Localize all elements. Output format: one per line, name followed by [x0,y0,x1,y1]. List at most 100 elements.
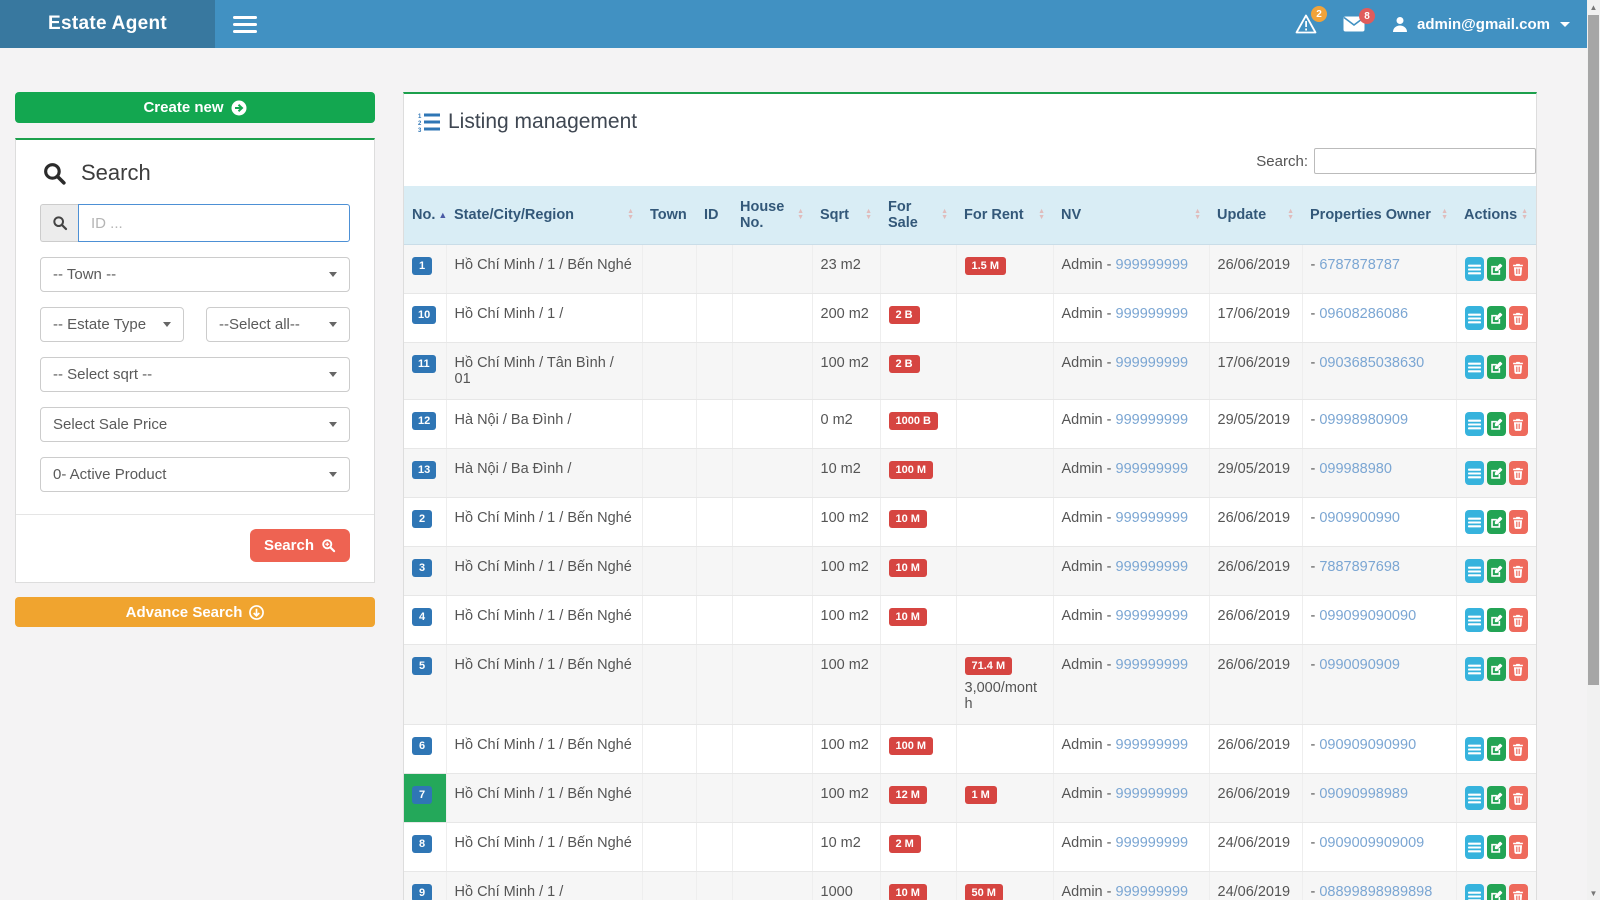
edit-button[interactable] [1487,355,1506,379]
view-details-button[interactable] [1465,608,1484,632]
delete-button[interactable] [1509,786,1528,810]
col-header-state-city-region[interactable]: State/City/Region▲▼ [446,186,642,245]
user-menu[interactable]: admin@gmail.com [1391,15,1570,33]
delete-button[interactable] [1509,835,1528,859]
col-header-for-rent[interactable]: For Rent▲▼ [956,186,1053,245]
nv-phone-link[interactable]: 999999999 [1116,355,1189,371]
owner-phone-link[interactable]: 7887897698 [1319,559,1400,575]
edit-button[interactable] [1487,559,1506,583]
col-header-actions[interactable]: Actions▲▼ [1456,186,1536,245]
col-header-house-no[interactable]: House No.▲▼ [732,186,812,245]
col-header-no[interactable]: No.▲ [404,186,446,245]
hamburger-menu-icon[interactable] [215,0,275,48]
sale-price-select[interactable]: Select Sale Price [40,407,350,442]
nv-phone-link[interactable]: 999999999 [1116,608,1189,624]
col-header-nv[interactable]: NV▲▼ [1053,186,1209,245]
owner-phone-link[interactable]: 6787878787 [1319,257,1400,273]
nv-phone-link[interactable]: 999999999 [1116,257,1189,273]
delete-button[interactable] [1509,884,1528,900]
owner-phone-link[interactable]: 09608286086 [1319,306,1408,322]
view-details-button[interactable] [1465,306,1484,330]
edit-button[interactable] [1487,510,1506,534]
edit-button[interactable] [1487,306,1506,330]
nv-phone-link[interactable]: 999999999 [1116,412,1189,428]
edit-button[interactable] [1487,461,1506,485]
edit-button[interactable] [1487,657,1506,681]
edit-button[interactable] [1487,786,1506,810]
owner-phone-link[interactable]: 0909900990 [1319,510,1400,526]
col-header-town[interactable]: Town [642,186,696,245]
view-details-button[interactable] [1465,657,1484,681]
owner-phone-link[interactable]: 09090998989 [1319,786,1408,802]
owner-phone-link[interactable]: 0990090909 [1319,657,1400,673]
create-new-button[interactable]: Create new [15,92,375,123]
delete-button[interactable] [1509,608,1528,632]
owner-phone-link[interactable]: 08899898989898 [1319,884,1432,900]
brand-title[interactable]: Estate Agent [0,0,215,48]
col-header-properties-owner[interactable]: Properties Owner▲▼ [1302,186,1456,245]
col-header-sqrt[interactable]: Sqrt▲▼ [812,186,880,245]
advance-search-button[interactable]: Advance Search [15,597,375,627]
nv-phone-link[interactable]: 999999999 [1116,835,1189,851]
view-details-button[interactable] [1465,884,1484,900]
view-details-button[interactable] [1465,257,1484,281]
view-details-button[interactable] [1465,412,1484,436]
actions-cell [1456,872,1536,900]
vertical-scrollbar[interactable]: ▲ ▼ [1587,0,1600,900]
nv-phone-link[interactable]: 999999999 [1116,559,1189,575]
owner-phone-link[interactable]: 099988980 [1319,461,1392,477]
search-submit-button[interactable]: Search [250,529,350,562]
view-details-button[interactable] [1465,510,1484,534]
edit-button[interactable] [1487,608,1506,632]
delete-button[interactable] [1509,461,1528,485]
id-input[interactable] [78,204,350,242]
view-details-button[interactable] [1465,835,1484,859]
delete-button[interactable] [1509,737,1528,761]
owner-phone-link[interactable]: 099099090090 [1319,608,1416,624]
col-header-for-sale[interactable]: For Sale▲▼ [880,186,956,245]
col-header-id[interactable]: ID [696,186,732,245]
owner-cell: - 09998980909 [1302,400,1456,449]
edit-button[interactable] [1487,884,1506,900]
estate-type-select[interactable]: -- Estate Type [40,307,184,342]
active-product-select[interactable]: 0- Active Product [40,457,350,492]
owner-phone-link[interactable]: 0909009909009 [1319,835,1424,851]
delete-button[interactable] [1509,657,1528,681]
view-details-button[interactable] [1465,355,1484,379]
delete-button[interactable] [1509,355,1528,379]
nv-phone-link[interactable]: 999999999 [1116,786,1189,802]
scroll-up-arrow[interactable]: ▲ [1587,0,1600,14]
view-details-button[interactable] [1465,559,1484,583]
delete-button[interactable] [1509,306,1528,330]
nv-phone-link[interactable]: 999999999 [1116,461,1189,477]
table-search-input[interactable] [1314,148,1536,174]
nv-phone-link[interactable]: 999999999 [1116,884,1189,900]
delete-button[interactable] [1509,412,1528,436]
nv-phone-link[interactable]: 999999999 [1116,737,1189,753]
scroll-down-arrow[interactable]: ▼ [1587,886,1600,900]
edit-button[interactable] [1487,835,1506,859]
row-number-badge: 9 [412,884,432,900]
sqrt-select[interactable]: -- Select sqrt -- [40,357,350,392]
scrollbar-thumb[interactable] [1588,15,1599,685]
edit-button[interactable] [1487,737,1506,761]
messages-button[interactable]: 8 [1343,16,1365,32]
edit-button[interactable] [1487,257,1506,281]
edit-button[interactable] [1487,412,1506,436]
nv-phone-link[interactable]: 999999999 [1116,510,1189,526]
owner-phone-link[interactable]: 0903685038630 [1319,355,1424,371]
delete-button[interactable] [1509,559,1528,583]
select-all-select[interactable]: --Select all-- [206,307,350,342]
delete-button[interactable] [1509,257,1528,281]
owner-phone-link[interactable]: 090909090990 [1319,737,1416,753]
delete-button[interactable] [1509,510,1528,534]
nv-phone-link[interactable]: 999999999 [1116,657,1189,673]
nv-phone-link[interactable]: 999999999 [1116,306,1189,322]
town-select[interactable]: -- Town -- [40,257,350,292]
owner-phone-link[interactable]: 09998980909 [1319,412,1408,428]
view-details-button[interactable] [1465,786,1484,810]
col-header-update[interactable]: Update▲▼ [1209,186,1302,245]
view-details-button[interactable] [1465,461,1484,485]
view-details-button[interactable] [1465,737,1484,761]
alerts-button[interactable]: 2 [1295,14,1317,34]
